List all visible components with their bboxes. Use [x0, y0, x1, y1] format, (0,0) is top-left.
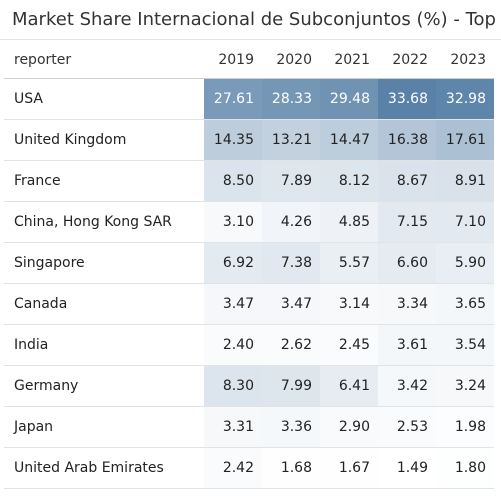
value-cell: 3.61 [378, 324, 436, 366]
value-cell: 7.89 [262, 160, 320, 202]
column-header-year[interactable]: 2020 [262, 41, 320, 79]
table-row: Singapore 6.92 7.38 5.57 6.60 5.90 [4, 242, 494, 284]
table-title: Market Share Internacional de Subconjunt… [0, 0, 501, 40]
value-cell: 7.10 [436, 201, 494, 243]
value-cell: 8.91 [436, 160, 494, 202]
table-row: United Arab Emirates 2.42 1.68 1.67 1.49 1.80 [4, 447, 494, 489]
table-row: Canada 3.47 3.47 3.14 3.34 3.65 [4, 283, 494, 325]
column-header-year[interactable]: 2023 [436, 41, 494, 79]
value-cell: 3.10 [204, 201, 262, 243]
value-cell: 1.67 [320, 447, 378, 489]
value-cell: 17.61 [436, 119, 494, 161]
column-header-reporter[interactable]: reporter [4, 41, 204, 79]
value-cell: 3.47 [262, 283, 320, 325]
table-row: USA 27.61 28.33 29.48 33.68 32.98 [4, 78, 494, 120]
value-cell: 14.35 [204, 119, 262, 161]
reporter-cell: Singapore [4, 242, 204, 284]
value-cell: 6.41 [320, 365, 378, 407]
value-cell: 14.47 [320, 119, 378, 161]
value-cell: 2.53 [378, 406, 436, 448]
header-row: reporter 2019 2020 2021 2022 2023 [4, 41, 494, 79]
column-header-year[interactable]: 2021 [320, 41, 378, 79]
value-cell: 7.15 [378, 201, 436, 243]
value-cell: 8.50 [204, 160, 262, 202]
value-cell: 2.90 [320, 406, 378, 448]
table-row: France 8.50 7.89 8.12 8.67 8.91 [4, 160, 494, 202]
value-cell: 1.68 [262, 447, 320, 489]
value-cell: 6.92 [204, 242, 262, 284]
table-row: Japan 3.31 3.36 2.90 2.53 1.98 [4, 406, 494, 448]
value-cell: 33.68 [378, 78, 436, 120]
reporter-cell: United Arab Emirates [4, 447, 204, 489]
table-row: United Kingdom 14.35 13.21 14.47 16.38 17.61 [4, 119, 494, 161]
reporter-cell: USA [4, 78, 204, 120]
value-cell: 1.80 [436, 447, 494, 489]
value-cell: 1.98 [436, 406, 494, 448]
value-cell: 2.62 [262, 324, 320, 366]
value-cell: 29.48 [320, 78, 378, 120]
column-header-year[interactable]: 2019 [204, 41, 262, 79]
value-cell: 3.24 [436, 365, 494, 407]
reporter-cell: United Kingdom [4, 119, 204, 161]
value-cell: 4.85 [320, 201, 378, 243]
value-cell: 3.36 [262, 406, 320, 448]
value-cell: 32.98 [436, 78, 494, 120]
value-cell: 2.40 [204, 324, 262, 366]
column-header-year[interactable]: 2022 [378, 41, 436, 79]
value-cell: 3.31 [204, 406, 262, 448]
value-cell: 5.90 [436, 242, 494, 284]
reporter-cell: China, Hong Kong SAR [4, 201, 204, 243]
table-body: USA 27.61 28.33 29.48 33.68 32.98 United Kingd… [4, 78, 494, 489]
value-cell: 27.61 [204, 78, 262, 120]
value-cell: 3.42 [378, 365, 436, 407]
value-cell: 3.65 [436, 283, 494, 325]
value-cell: 5.57 [320, 242, 378, 284]
value-cell: 7.99 [262, 365, 320, 407]
value-cell: 2.42 [204, 447, 262, 489]
reporter-cell: Canada [4, 283, 204, 325]
value-cell: 8.30 [204, 365, 262, 407]
reporter-cell: Japan [4, 406, 204, 448]
table-row: China, Hong Kong SAR 3.10 4.26 4.85 7.15 7.10 [4, 201, 494, 243]
value-cell: 28.33 [262, 78, 320, 120]
table-row: Germany 8.30 7.99 6.41 3.42 3.24 [4, 365, 494, 407]
value-cell: 2.45 [320, 324, 378, 366]
value-cell: 4.26 [262, 201, 320, 243]
value-cell: 13.21 [262, 119, 320, 161]
value-cell: 3.34 [378, 283, 436, 325]
reporter-cell: France [4, 160, 204, 202]
value-cell: 8.67 [378, 160, 436, 202]
value-cell: 7.38 [262, 242, 320, 284]
value-cell: 3.54 [436, 324, 494, 366]
table-row: India 2.40 2.62 2.45 3.61 3.54 [4, 324, 494, 366]
value-cell: 3.14 [320, 283, 378, 325]
reporter-cell: Germany [4, 365, 204, 407]
market-share-table: reporter 2019 2020 2021 2022 2023 USA 27.… [4, 41, 494, 489]
value-cell: 3.47 [204, 283, 262, 325]
value-cell: 1.49 [378, 447, 436, 489]
value-cell: 16.38 [378, 119, 436, 161]
value-cell: 6.60 [378, 242, 436, 284]
value-cell: 8.12 [320, 160, 378, 202]
reporter-cell: India [4, 324, 204, 366]
